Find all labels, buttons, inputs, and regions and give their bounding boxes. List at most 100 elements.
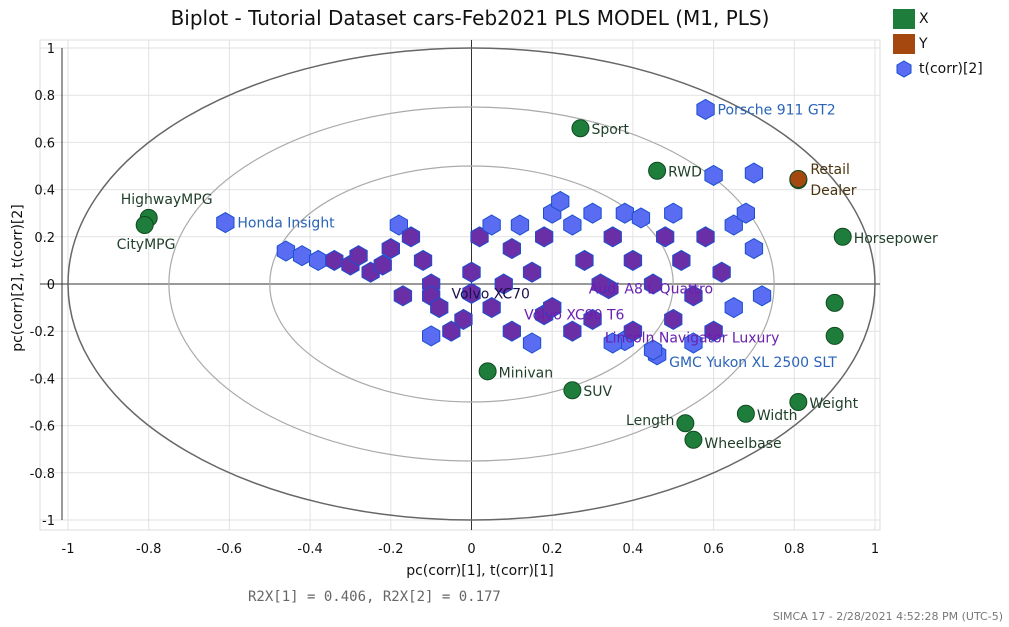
score-point-hexagon xyxy=(482,297,501,319)
x-tick-label: 0.2 xyxy=(542,542,563,557)
x-variable-point xyxy=(684,430,703,449)
x-variable-label: Sport xyxy=(591,122,629,138)
score-point-hexagon xyxy=(583,308,602,330)
x-tick-label: 1 xyxy=(871,542,879,557)
score-point-hexagon xyxy=(664,202,683,224)
score-point-hexagon xyxy=(502,238,521,260)
x-tick-label: -0.4 xyxy=(297,542,322,557)
score-point-hexagon xyxy=(389,214,408,236)
score-point-hexagon xyxy=(462,261,481,283)
score-point-hexagon xyxy=(502,320,521,342)
x-variable-label: CityMPG xyxy=(117,237,176,253)
score-point-hexagon xyxy=(349,245,368,267)
score-point-label: Honda Insight xyxy=(237,216,335,232)
y-axis-label: pc(corr)[2], t(corr)[2] xyxy=(10,204,26,352)
score-point-hexagon xyxy=(535,226,554,248)
x-variable-label: Weight xyxy=(809,396,858,412)
hexagon-icon xyxy=(896,59,912,78)
y-tick-label: 0 xyxy=(47,278,55,293)
score-point-hexagon xyxy=(510,214,530,236)
score-point-hexagon xyxy=(724,297,743,319)
y-variable-label: Dealer xyxy=(810,183,856,199)
y-tick-label: 0.6 xyxy=(34,136,55,151)
x-variable-label: Horsepower xyxy=(854,231,938,247)
score-point-hexagon xyxy=(631,207,651,229)
score-point-hexagon xyxy=(413,249,433,271)
score-point-hexagon xyxy=(575,249,594,271)
score-point-hexagon xyxy=(672,249,691,271)
score-point-hexagon xyxy=(583,202,602,224)
score-point-hexagon xyxy=(462,282,481,304)
score-point-hexagon xyxy=(494,273,513,295)
y-tick-label: -0.4 xyxy=(30,372,55,387)
score-point-hexagon xyxy=(684,285,703,307)
x-variable-point xyxy=(563,381,582,400)
score-point-hexagon xyxy=(482,214,501,236)
score-point-hexagon xyxy=(656,226,675,248)
score-point-hexagon xyxy=(591,273,610,295)
score-point-hexagon xyxy=(696,98,715,120)
x-variable-point xyxy=(833,227,852,246)
score-point-hexagon xyxy=(712,261,731,283)
score-point-hexagon xyxy=(623,320,643,342)
confidence-ellipse xyxy=(67,47,876,521)
legend-item-x: X xyxy=(893,6,983,31)
score-point-hexagon xyxy=(744,238,764,260)
legend-item-y: Y xyxy=(893,31,983,56)
score-point-hexagon xyxy=(643,339,663,361)
legend-item-scores: t(corr)[2] xyxy=(893,56,983,81)
x-variable-point xyxy=(736,404,755,423)
confidence-ellipse xyxy=(269,165,674,403)
score-point-hexagon xyxy=(551,190,570,212)
score-point-label: GMC Yukon XL 2500 SLT xyxy=(669,355,837,371)
score-point-hexagon xyxy=(430,297,449,319)
score-point-hexagon xyxy=(309,249,328,271)
x-variable-label: HighwayMPG xyxy=(121,192,213,208)
x-variable-label: Width xyxy=(757,408,798,424)
score-point-hexagon xyxy=(603,226,622,248)
x-tick-label: 0.4 xyxy=(623,542,644,557)
x-tick-label: -0.6 xyxy=(217,542,242,557)
chart-title: Biplot - Tutorial Dataset cars-Feb2021 P… xyxy=(170,6,770,30)
score-point-hexagon xyxy=(623,249,643,271)
y-tick-label: 0.2 xyxy=(34,231,55,246)
y-tick-label: -0.6 xyxy=(30,420,55,435)
score-point-hexagon xyxy=(522,332,542,354)
x-variable-point xyxy=(135,216,154,234)
legend-swatch-y xyxy=(893,33,915,54)
x-variable-point xyxy=(825,293,844,312)
x-variable-point xyxy=(478,362,497,381)
y-tick-label: -0.8 xyxy=(30,467,55,482)
score-point-hexagon xyxy=(216,212,235,234)
score-point-hexagon xyxy=(752,285,772,307)
x-variable-point xyxy=(571,119,590,138)
score-point-hexagon xyxy=(325,249,344,271)
legend: X Y t(corr)[2] xyxy=(893,6,983,81)
legend-label-y: Y xyxy=(919,35,928,52)
score-point-hexagon xyxy=(696,226,715,248)
y-variable-point xyxy=(789,169,808,188)
footer-timestamp: SIMCA 17 - 2/28/2021 4:52:28 PM (UTC-5) xyxy=(772,610,1003,623)
score-point-hexagon xyxy=(664,308,683,330)
y-tick-label: 0.8 xyxy=(34,89,55,104)
legend-swatch-x xyxy=(893,8,915,29)
score-point-label: Volvo XC90 T6 xyxy=(524,308,624,324)
confidence-ellipse xyxy=(168,106,775,462)
x-tick-label: -0.8 xyxy=(136,542,161,557)
score-point-label: Porsche 911 GT2 xyxy=(718,102,836,118)
score-point-hexagon xyxy=(736,202,755,224)
x-variable-label: SUV xyxy=(583,384,612,400)
score-point-label: Audi A8 L Quattro xyxy=(589,282,713,298)
y-tick-label: 1 xyxy=(47,42,55,57)
score-point-hexagon xyxy=(744,162,764,184)
x-tick-label: -1 xyxy=(62,542,75,557)
score-point-hexagon xyxy=(563,320,582,342)
x-tick-label: 0 xyxy=(467,542,475,557)
score-point-hexagon xyxy=(643,273,663,295)
x-variable-label: Minivan xyxy=(499,365,553,381)
y-tick-label: 0.4 xyxy=(34,184,55,199)
score-point-hexagon xyxy=(373,254,392,276)
x-axis-label: pc(corr)[1], t(corr)[1] xyxy=(406,563,554,579)
score-point-hexagon xyxy=(422,325,441,347)
x-tick-label: -0.2 xyxy=(378,542,403,557)
